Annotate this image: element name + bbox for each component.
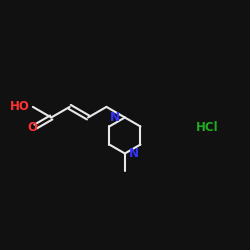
Text: HO: HO <box>10 100 30 114</box>
Text: O: O <box>27 121 37 134</box>
Text: N: N <box>110 111 120 124</box>
Text: HCl: HCl <box>196 121 219 134</box>
Text: N: N <box>129 147 139 160</box>
